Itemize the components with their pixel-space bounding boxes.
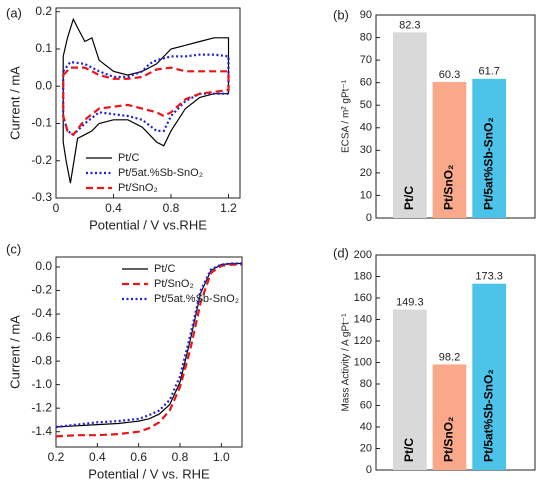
y-tick-label: -1.0 (31, 377, 52, 391)
x-tick-label: 0.8 (163, 201, 180, 215)
y-tick-label: -0.3 (31, 190, 52, 204)
plot-frame (55, 256, 243, 448)
y-tick-label: 20 (360, 167, 372, 179)
y-tick-label: 0 (366, 212, 372, 224)
y-axis-label: Mass Activity / A gPt⁻¹ (341, 313, 352, 412)
x-axis-label: Potential / V vs. RHE (88, 466, 210, 481)
value-label: 82.3 (399, 19, 420, 31)
y-tick-label: 140 (354, 313, 372, 325)
y-tick-label: 0.1 (35, 41, 52, 55)
category-label: Pt/SnO₂ (442, 165, 456, 210)
legend-label: Pt/5at.%Sb-SnO₂ (118, 167, 203, 179)
panel-label: (a) (6, 5, 22, 20)
y-tick-label: 90 (360, 9, 372, 21)
value-label: 61.7 (478, 66, 499, 78)
category-label: Pt/C (402, 186, 416, 210)
x-tick-label: 1.2 (220, 201, 237, 215)
y-tick-label: 180 (354, 270, 372, 282)
y-tick-label: -1.4 (31, 424, 52, 438)
x-tick-label: 0.4 (89, 450, 106, 464)
panel-label: (c) (6, 241, 21, 256)
x-tick-label: 0 (53, 201, 60, 215)
y-tick-label: 120 (354, 335, 372, 347)
y-tick-label: -0.2 (31, 283, 52, 297)
bar (472, 78, 507, 219)
y-tick-label: 80 (360, 378, 372, 390)
bar (432, 81, 467, 219)
category-label: Pt/SnO₂ (442, 417, 456, 462)
y-tick-label: 60 (360, 399, 372, 411)
x-tick-label: 0.4 (105, 201, 122, 215)
y-tick-label: -0.8 (31, 353, 52, 367)
bar (392, 309, 427, 470)
x-tick-label: 0.8 (172, 450, 189, 464)
y-tick-label: -0.6 (31, 330, 52, 344)
value-label: 173.3 (475, 271, 503, 283)
series-line (55, 263, 242, 438)
y-tick-label: -1.2 (31, 400, 52, 414)
bar (472, 283, 507, 470)
plot-frame (55, 7, 241, 199)
series-line (62, 17, 230, 184)
panel-label: (d) (333, 245, 349, 260)
y-tick-label: 40 (360, 421, 372, 433)
value-label: 60.3 (439, 69, 460, 81)
y-tick-label: 10 (360, 189, 372, 201)
y-tick-label: 0.0 (35, 259, 52, 273)
y-tick-label: 160 (354, 292, 372, 304)
y-tick-label: 0.2 (35, 4, 52, 18)
y-axis-label: Current / mA (7, 315, 22, 389)
legend-label: Pt/C (118, 152, 139, 164)
category-label: Pt/C (402, 438, 416, 462)
y-tick-label: 70 (360, 54, 372, 66)
series-line (55, 262, 242, 428)
x-tick-label: 0.2 (48, 450, 65, 464)
x-axis-label: Potential / V vs.RHE (89, 217, 207, 232)
y-tick-label: 100 (354, 356, 372, 368)
y-tick-label: -0.2 (31, 153, 52, 167)
y-tick-label: 60 (360, 77, 372, 89)
bar (432, 364, 467, 470)
y-tick-label: 0.0 (35, 78, 52, 92)
y-tick-label: 20 (360, 442, 372, 454)
series-line (55, 262, 242, 429)
value-label: 98.2 (439, 351, 460, 363)
y-tick-label: 50 (360, 99, 372, 111)
value-label: 149.3 (396, 296, 424, 308)
category-label: Pt/5at%Sb-SnO₂ (481, 117, 495, 210)
legend-label: Pt/5at.%Sb-SnO₂ (154, 293, 239, 305)
series-line (62, 53, 230, 137)
y-tick-label: 80 (360, 31, 372, 43)
panel-label: (b) (333, 7, 349, 22)
y-tick-label: -0.4 (31, 306, 52, 320)
legend-label: Pt/C (154, 263, 175, 275)
legend-label: Pt/SnO₂ (154, 278, 194, 290)
y-tick-label: 40 (360, 122, 372, 134)
legend-label: Pt/SnO₂ (118, 182, 158, 194)
y-axis-label: Current / mA (7, 66, 22, 140)
y-tick-label: 30 (360, 144, 372, 156)
y-tick-label: 0 (366, 464, 372, 476)
series-line (62, 66, 230, 137)
y-axis-label: ECSA / m² gPt⁻¹ (341, 79, 352, 153)
category-label: Pt/5at%Sb-SnO₂ (481, 369, 495, 462)
bar (392, 32, 427, 218)
y-tick-label: 200 (354, 249, 372, 261)
y-tick-label: -0.1 (31, 116, 52, 130)
x-tick-label: 1.0 (213, 450, 230, 464)
x-tick-label: 0.6 (130, 450, 147, 464)
